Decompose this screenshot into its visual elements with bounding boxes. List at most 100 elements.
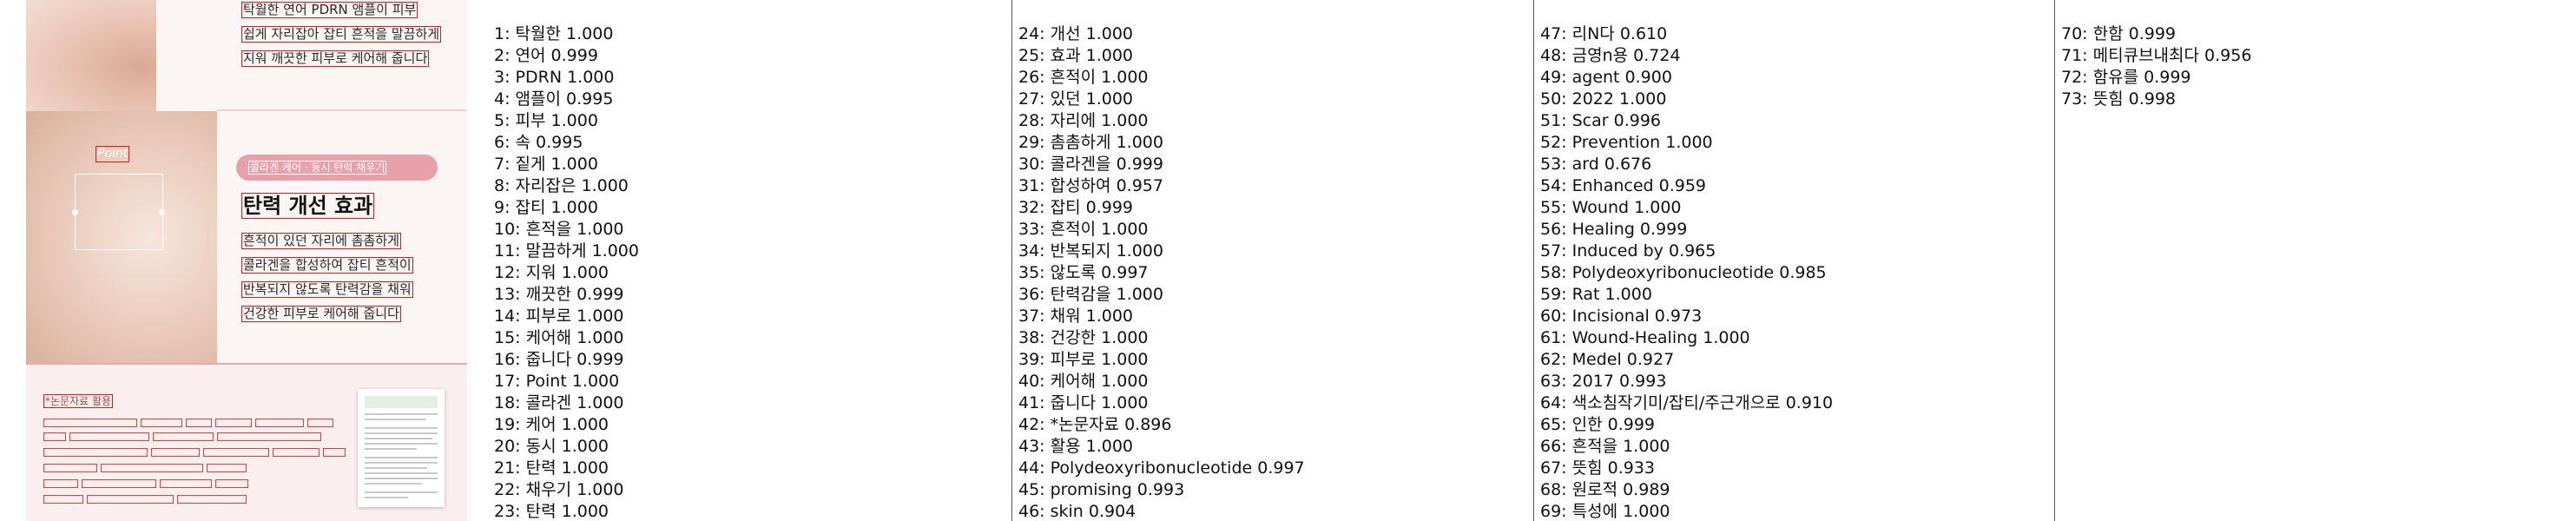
token-row: 8: 자리잡은 1.000 xyxy=(494,176,629,195)
annotated-image: 탁월한 연어 PDRN 앰플이 피부 쉽게 자리잡아 잡티 흔적을 말끔하게 지… xyxy=(26,0,467,521)
token-row: 38: 건강한 1.000 xyxy=(1018,328,1149,347)
token-row: 43: 활용 1.000 xyxy=(1018,437,1134,456)
token-row: 2: 연어 0.999 xyxy=(494,46,598,65)
token-row: 37: 채워 1.000 xyxy=(1018,307,1134,326)
token-row: 48: 금영n용 0.724 xyxy=(1540,46,1681,65)
ocr-box-point: Point xyxy=(96,146,130,162)
token-column-4: 70: 한함 0.999 71: 메티큐브내최다 0.956 72: 함유를 0.9… xyxy=(2055,0,2575,521)
token-row: 15: 케어해 1.000 xyxy=(494,328,624,347)
token-row: 56: Healing 0.999 xyxy=(1540,220,1688,239)
ocr-box-pill: 콜라겐 케어 · 동시 탄력 채우기 xyxy=(248,161,387,175)
token-row: 55: Wound 1.000 xyxy=(1540,198,1682,217)
token-row: 64: 색소침작기미/잡티/주근개으로 0.910 xyxy=(1540,393,1834,412)
token-row: 70: 한함 0.999 xyxy=(2061,24,2177,43)
token-row: 42: *논문자료 0.896 xyxy=(1018,415,1172,434)
token-row: 59: Rat 1.000 xyxy=(1540,285,1652,304)
column-divider xyxy=(1533,0,1534,521)
ocr-box-ref xyxy=(43,479,78,488)
token-row: 50: 2022 1.000 xyxy=(1540,89,1667,109)
column-divider xyxy=(2054,0,2055,521)
token-row: 71: 메티큐브내최다 0.956 xyxy=(2061,46,2252,65)
ocr-box-ref xyxy=(323,448,346,457)
token-row: 54: Enhanced 0.959 xyxy=(1540,176,1707,195)
token-row: 44: Polydeoxyribonucleotide 0.997 xyxy=(1018,458,1305,478)
token-row: 1: 탁월한 1.000 xyxy=(494,24,614,43)
token-row: 58: Polydeoxyribonucleotide 0.985 xyxy=(1540,263,1827,282)
token-row: 29: 촘촘하게 1.000 xyxy=(1018,133,1163,152)
token-row: 51: Scar 0.996 xyxy=(1540,111,1662,130)
token-row: 45: promising 0.993 xyxy=(1018,480,1185,499)
ocr-box-heading: 탄력 개선 효과 xyxy=(241,193,375,219)
token-row: 46: skin 0.904 xyxy=(1018,502,1136,521)
ocr-box-paper-caption: *논문자료 활용 xyxy=(43,394,114,408)
ocr-box-ref xyxy=(273,448,320,457)
token-row: 5: 피부 1.000 xyxy=(494,111,598,130)
ocr-box-ref xyxy=(215,479,248,488)
ocr-box-ref xyxy=(141,419,182,427)
skin-closeup-image xyxy=(26,0,217,111)
token-row: 17: Point 1.000 xyxy=(494,372,620,391)
ocr-box-ref xyxy=(160,479,212,488)
token-row: 60: Incisional 0.973 xyxy=(1540,307,1703,326)
token-row: 57: Induced by 0.965 xyxy=(1540,241,1716,260)
paper-thumbnail xyxy=(358,389,445,507)
token-row: 28: 자리에 1.000 xyxy=(1018,111,1149,130)
ocr-box-ref xyxy=(101,464,203,472)
token-row: 9: 잡티 1.000 xyxy=(494,198,598,217)
token-row: 49: agent 0.900 xyxy=(1540,68,1672,87)
token-row: 32: 잡티 0.999 xyxy=(1018,198,1134,217)
token-column-2: 24: 개선 1.000 25: 효과 1.000 26: 흔적이 1.000 27:… xyxy=(1012,0,1533,521)
ocr-box-top-line3: 지워 깨끗한 피부로 케어해 줍니다 xyxy=(241,50,430,67)
ocr-box-top-line2: 쉽게 자리잡아 잡티 흔적을 말끔하게 xyxy=(241,26,442,43)
ocr-box-ref xyxy=(69,432,149,441)
ocr-box-top-line1: 탁월한 연어 PDRN 앰플이 피부 xyxy=(241,2,418,18)
ocr-box-body-line3: 반복되지 않도록 탄력감을 채워 xyxy=(241,281,413,298)
token-row: 26: 흔적이 1.000 xyxy=(1018,68,1149,87)
ocr-box-ref xyxy=(203,448,269,457)
token-row: 39: 피부로 1.000 xyxy=(1018,350,1149,369)
token-row: 62: Medel 0.927 xyxy=(1540,350,1675,369)
token-row: 20: 동시 1.000 xyxy=(494,437,609,456)
token-row: 23: 탄력 1.000 xyxy=(494,502,609,521)
ocr-box-ref xyxy=(215,419,252,427)
token-row: 6: 속 0.995 xyxy=(494,133,583,152)
ocr-box-ref xyxy=(43,432,66,441)
focus-frame xyxy=(72,174,165,250)
ocr-box-ref xyxy=(43,495,83,504)
token-column-1: 1: 탁월한 1.000 2: 연어 0.999 3: PDRN 1.000 4: 앰… xyxy=(488,0,1009,521)
token-row: 11: 말끔하게 1.000 xyxy=(494,241,639,260)
token-row: 33: 흔적이 1.000 xyxy=(1018,220,1149,239)
ocr-box-ref xyxy=(217,432,321,441)
ocr-box-ref xyxy=(87,495,174,504)
face-cheek-image xyxy=(26,111,217,365)
ocr-box-ref xyxy=(207,464,247,472)
token-row: 4: 앰플이 0.995 xyxy=(494,89,614,109)
token-row: 3: PDRN 1.000 xyxy=(494,68,615,87)
ocr-box-ref xyxy=(255,419,304,427)
feature-pill xyxy=(236,155,438,181)
token-row: 66: 흔적을 1.000 xyxy=(1540,437,1670,456)
token-row: 7: 짙게 1.000 xyxy=(494,155,598,174)
ocr-box-ref xyxy=(186,419,212,427)
ocr-box-body-line2: 콜라겐을 합성하여 잡티 흔적이 xyxy=(241,257,413,274)
token-row: 41: 줍니다 1.000 xyxy=(1018,393,1149,412)
token-row: 73: 뜻힘 0.998 xyxy=(2061,89,2177,109)
token-row: 52: Prevention 1.000 xyxy=(1540,133,1713,152)
token-row: 68: 원로적 0.989 xyxy=(1540,480,1670,499)
token-row: 34: 반복되지 1.000 xyxy=(1018,241,1163,260)
token-row: 69: 특성에 1.000 xyxy=(1540,502,1670,521)
token-row: 13: 깨끗한 0.999 xyxy=(494,285,624,304)
token-row: 24: 개선 1.000 xyxy=(1018,24,1134,43)
token-row: 19: 케어 1.000 xyxy=(494,415,609,434)
ocr-box-ref xyxy=(153,432,214,441)
ocr-box-body-line4: 건강한 피부로 케어해 줍니다 xyxy=(241,306,401,322)
ocr-box-ref xyxy=(177,495,247,504)
token-row: 40: 케어해 1.000 xyxy=(1018,372,1149,391)
ocr-box-ref xyxy=(82,479,156,488)
token-row: 36: 탄력감을 1.000 xyxy=(1018,285,1163,304)
token-row: 72: 함유를 0.999 xyxy=(2061,68,2191,87)
token-row: 31: 합성하여 0.957 xyxy=(1018,176,1163,195)
token-row: 14: 피부로 1.000 xyxy=(494,307,624,326)
ocr-box-ref xyxy=(43,419,137,427)
